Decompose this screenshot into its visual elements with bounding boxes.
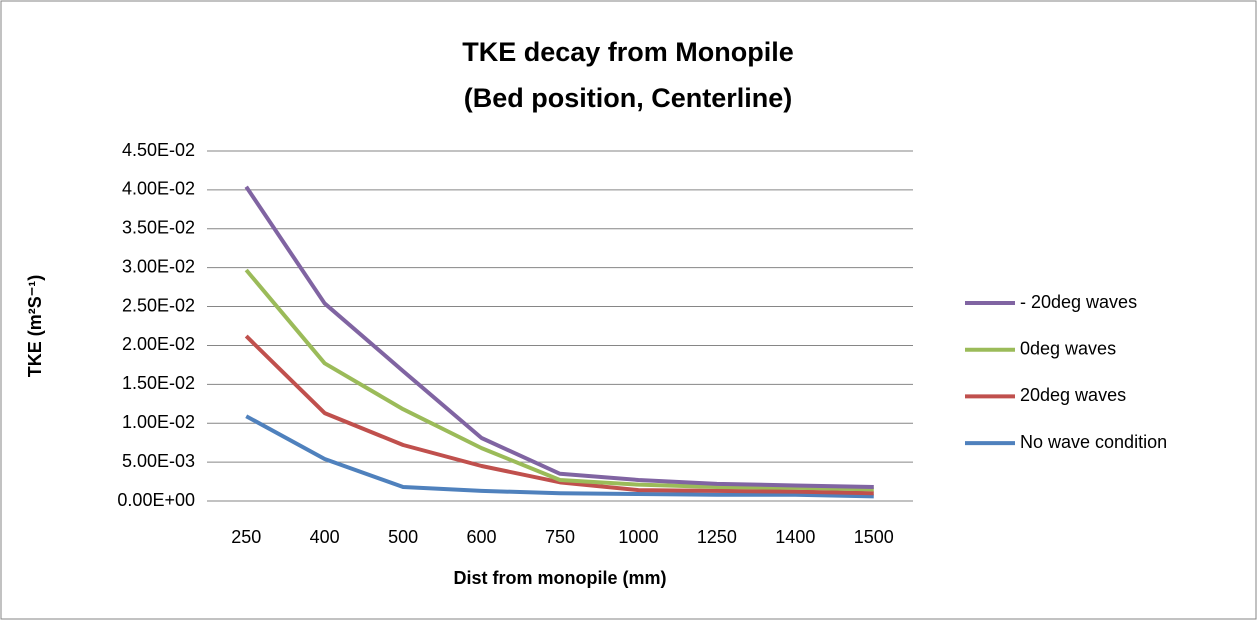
series-line	[244, 334, 874, 496]
series-line	[245, 414, 874, 499]
y-axis-title: TKE (m²S⁻¹)	[25, 275, 45, 378]
y-tick-label: 2.00E-02	[122, 334, 195, 354]
y-tick-label: 1.00E-02	[122, 412, 195, 432]
legend-label: 0deg waves	[1020, 338, 1116, 358]
y-tick-label: 2.50E-02	[122, 295, 195, 315]
x-tick-label: 600	[467, 527, 497, 547]
y-tick-label: 3.50E-02	[122, 218, 195, 238]
y-tick-label: 1.50E-02	[122, 373, 195, 393]
legend-label: 20deg waves	[1020, 385, 1126, 405]
chart-subtitle: (Bed position, Centerline)	[464, 83, 793, 113]
x-axis-title: Dist from monopile (mm)	[453, 568, 666, 588]
x-tick-label: 400	[310, 527, 340, 547]
legend-label: No wave condition	[1020, 432, 1167, 452]
legend-label: - 20deg waves	[1020, 292, 1137, 312]
x-tick-label: 1400	[775, 527, 815, 547]
chart-title: TKE decay from Monopile	[462, 37, 794, 67]
y-tick-label: 3.00E-02	[122, 256, 195, 276]
x-tick-label: 500	[388, 527, 418, 547]
series-line	[244, 185, 874, 489]
x-tick-label: 250	[231, 527, 261, 547]
x-tick-label: 1250	[697, 527, 737, 547]
x-tick-label: 750	[545, 527, 575, 547]
x-tick-label: 1500	[854, 527, 894, 547]
y-tick-label: 5.00E-03	[122, 451, 195, 471]
y-tick-label: 4.50E-02	[122, 140, 195, 160]
y-tick-label: 4.00E-02	[122, 179, 195, 199]
x-tick-label: 1000	[618, 527, 658, 547]
series-line	[244, 268, 874, 492]
y-tick-label: 0.00E+00	[117, 490, 195, 510]
